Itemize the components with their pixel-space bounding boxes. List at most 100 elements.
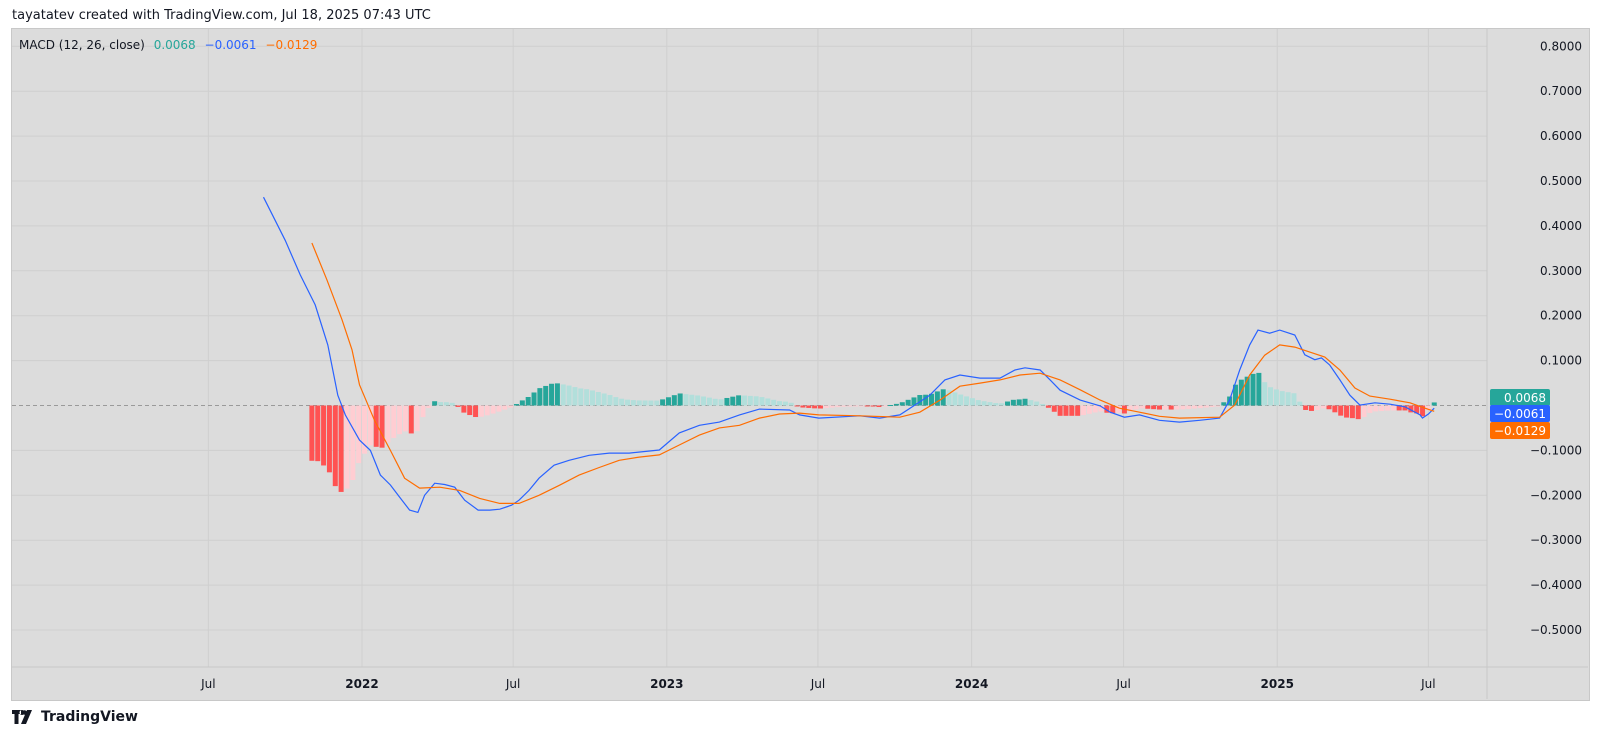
signal-value-badge xyxy=(1490,422,1550,439)
histogram-bar xyxy=(362,405,368,454)
histogram-bar xyxy=(1420,405,1426,417)
histogram-bar xyxy=(356,405,362,464)
histogram-bar xyxy=(917,395,923,406)
histogram-bar xyxy=(461,405,467,413)
histogram-bar xyxy=(630,400,636,406)
histogram-bar xyxy=(373,405,379,447)
histogram-bar xyxy=(420,405,426,418)
histogram-bar xyxy=(829,405,835,408)
histogram-bar xyxy=(899,402,905,406)
y-tick-label: 0.5000 xyxy=(1540,174,1582,188)
histogram-bar xyxy=(1034,401,1040,406)
y-tick-label: 0.8000 xyxy=(1540,39,1582,53)
y-tick-label: 0.4000 xyxy=(1540,219,1582,233)
histogram-bar xyxy=(1192,405,1198,409)
histogram-bar xyxy=(531,392,537,406)
histogram-bar xyxy=(1215,405,1221,407)
histogram-bar xyxy=(1110,405,1116,414)
histogram-bar xyxy=(443,402,449,406)
histogram-bar xyxy=(414,405,420,432)
histogram-bar xyxy=(905,399,911,406)
histogram-bar xyxy=(385,405,391,443)
histogram-bar xyxy=(706,397,712,406)
x-tick-label: 2024 xyxy=(955,677,988,691)
chart-attribution: tayatatev created with TradingView.com, … xyxy=(12,8,431,23)
histogram-bar xyxy=(1349,405,1355,419)
histogram-bar xyxy=(560,384,566,406)
histogram-bar xyxy=(1291,393,1297,406)
histogram-bar xyxy=(1139,405,1145,409)
y-tick-label: −0.3000 xyxy=(1530,533,1582,547)
histogram-bar xyxy=(379,405,385,448)
histogram-bar xyxy=(1010,399,1016,406)
histogram-bar xyxy=(1308,405,1314,411)
histogram-bar xyxy=(858,405,864,407)
y-tick-label: 0.1000 xyxy=(1540,354,1582,368)
histogram-bar xyxy=(993,403,999,406)
histogram-bar xyxy=(513,404,519,406)
histogram-bar xyxy=(806,405,812,408)
histogram-bar xyxy=(1116,405,1122,413)
histogram-bar xyxy=(1005,401,1011,406)
y-tick-label: −0.4000 xyxy=(1530,578,1582,592)
histogram-bar xyxy=(741,395,747,406)
histogram-bar xyxy=(1057,405,1063,416)
x-tick-label: 2023 xyxy=(650,677,683,691)
histogram-bar xyxy=(595,392,601,406)
histogram-bar xyxy=(677,393,683,406)
histogram-bar xyxy=(975,400,981,406)
histogram-bar xyxy=(508,405,514,408)
histogram-bar xyxy=(584,389,590,406)
histogram-bar xyxy=(853,405,859,407)
histogram-bar xyxy=(847,405,853,407)
histogram-bar xyxy=(607,395,613,406)
histogram-bar xyxy=(321,405,327,466)
histogram-bar xyxy=(490,405,496,414)
histogram-bar xyxy=(1273,389,1279,406)
histogram-bar xyxy=(1396,405,1402,411)
histogram-bar xyxy=(1314,405,1320,410)
histogram-bar xyxy=(794,405,800,407)
tradingview-logo-icon xyxy=(12,710,32,724)
indicator-legend[interactable]: MACD (12, 26, close) 0.0068 −0.0061 −0.0… xyxy=(19,38,322,52)
histogram-bar xyxy=(1086,405,1092,414)
histogram-value-badge xyxy=(1490,389,1550,406)
y-tick-label: −0.5000 xyxy=(1530,623,1582,637)
histogram-bar xyxy=(455,405,461,407)
legend-macd-value: −0.0061 xyxy=(204,38,257,52)
histogram-bar xyxy=(1221,402,1227,406)
histogram-bar xyxy=(1379,405,1385,412)
histogram-bar xyxy=(1028,400,1034,406)
legend-indicator-name[interactable]: MACD (12, 26, close) xyxy=(19,38,145,52)
histogram-bar xyxy=(771,399,777,406)
histogram-bar xyxy=(911,397,917,406)
histogram-bar xyxy=(765,398,771,406)
histogram-bar xyxy=(1303,405,1309,410)
histogram-bar xyxy=(660,399,666,406)
chart-frame[interactable] xyxy=(11,28,1590,701)
histogram-bar xyxy=(1168,405,1174,410)
histogram-bar xyxy=(1186,405,1192,409)
x-tick-label: Jul xyxy=(810,677,825,691)
histogram-bar xyxy=(823,405,829,409)
histogram-bar xyxy=(613,397,619,406)
histogram-badge-label: 0.0068 xyxy=(1504,391,1546,405)
histogram-bar xyxy=(1332,405,1338,413)
histogram-bar xyxy=(1408,405,1414,413)
histogram-bar xyxy=(958,394,964,406)
histogram-bar xyxy=(882,405,888,407)
histogram-bar xyxy=(315,405,321,462)
histogram-bar xyxy=(326,405,332,473)
histogram-bar xyxy=(502,405,508,410)
tradingview-logo[interactable]: TradingView xyxy=(12,709,138,725)
histogram-bar xyxy=(1081,405,1087,416)
histogram-bar xyxy=(730,396,736,406)
y-tick-label: 0.3000 xyxy=(1540,264,1582,278)
histogram-bar xyxy=(496,405,502,412)
legend-histogram-value: 0.0068 xyxy=(153,38,196,52)
histogram-bar xyxy=(1197,405,1203,409)
histogram-bar xyxy=(1414,405,1420,414)
histogram-bar xyxy=(1232,384,1238,406)
histogram-bar xyxy=(835,405,841,408)
